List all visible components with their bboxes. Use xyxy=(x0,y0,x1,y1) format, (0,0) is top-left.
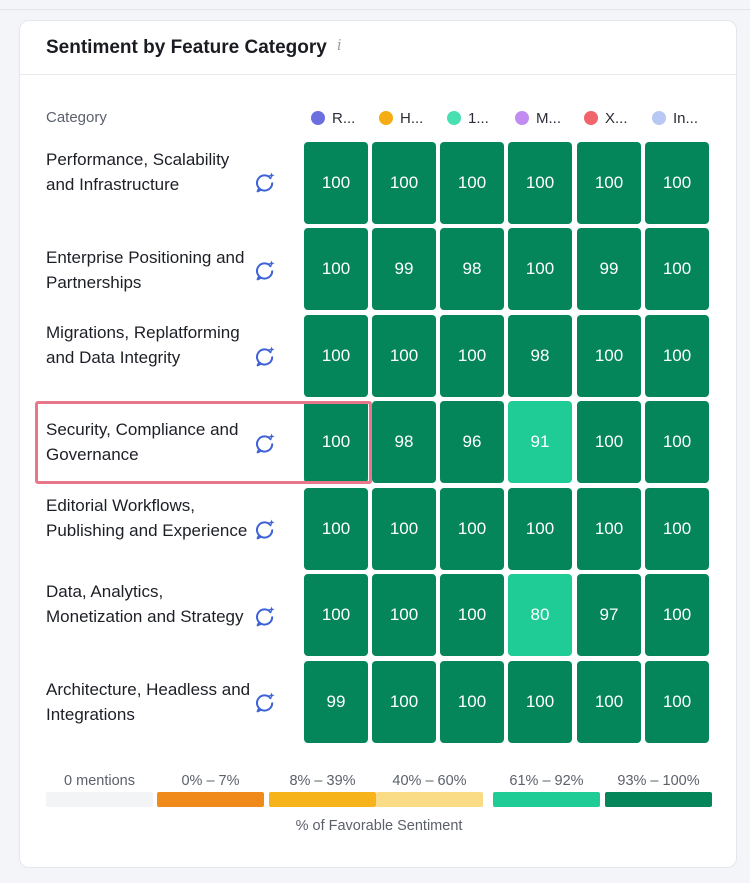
heatmap-cell[interactable]: 100 xyxy=(577,401,641,483)
product-label: H... xyxy=(400,109,424,127)
heatmap-cell[interactable]: 100 xyxy=(508,661,572,743)
heatmap-cell[interactable]: 97 xyxy=(577,574,641,656)
heatmap-cell[interactable]: 100 xyxy=(508,228,572,310)
heatmap-cell[interactable]: 100 xyxy=(304,142,368,224)
heatmap-cell[interactable]: 100 xyxy=(304,401,368,483)
scale-bin-label: 40% – 60% xyxy=(392,773,467,789)
heatmap-cell[interactable]: 100 xyxy=(440,574,504,656)
scale-axis-title: % of Favorable Sentiment xyxy=(295,818,463,834)
category-label: Editorial Workflows, Publishing and Expe… xyxy=(46,496,248,540)
heatmap-cell[interactable]: 99 xyxy=(304,661,368,743)
heatmap-cell[interactable]: 96 xyxy=(440,401,504,483)
category-label: Data, Analytics, Monetization and Strate… xyxy=(46,582,244,626)
sentiment-card: Sentiment by Feature Category i Category… xyxy=(19,20,737,868)
ai-sparkle-chat-icon[interactable] xyxy=(253,690,277,714)
heatmap-cell[interactable]: 100 xyxy=(372,315,436,397)
product-column-header[interactable]: 1... xyxy=(447,108,489,128)
category-label: Performance, Scalability and Infrastruct… xyxy=(46,150,230,194)
heatmap-cell[interactable]: 98 xyxy=(372,401,436,483)
heatmap-cell[interactable]: 100 xyxy=(440,315,504,397)
heatmap-cell[interactable]: 100 xyxy=(645,661,709,743)
scale-bin-label: 0% – 7% xyxy=(181,773,240,789)
product-color-dot xyxy=(652,111,666,125)
scale-bin-label: 8% – 39% xyxy=(289,773,356,789)
heatmap-cell[interactable]: 100 xyxy=(645,228,709,310)
product-color-dot xyxy=(379,111,393,125)
heatmap-cell[interactable]: 100 xyxy=(304,488,368,570)
product-column-header[interactable]: In... xyxy=(652,108,698,128)
scale-bin-swatch xyxy=(493,792,600,807)
heatmap-cell[interactable]: 100 xyxy=(645,142,709,224)
heatmap-cell[interactable]: 99 xyxy=(577,228,641,310)
scale-bin-label: 93% – 100% xyxy=(617,773,700,789)
scale-bin-swatch xyxy=(46,792,153,807)
info-icon[interactable]: i xyxy=(336,35,342,54)
heatmap-cell[interactable]: 100 xyxy=(577,661,641,743)
heatmap-cell[interactable]: 100 xyxy=(577,315,641,397)
heatmap-cell[interactable]: 100 xyxy=(440,661,504,743)
heatmap-cell[interactable]: 100 xyxy=(645,401,709,483)
top-strip xyxy=(0,0,750,10)
product-column-header[interactable]: H... xyxy=(379,108,423,128)
heatmap-cell[interactable]: 100 xyxy=(645,488,709,570)
heatmap-cell[interactable]: 98 xyxy=(440,228,504,310)
heatmap-cell[interactable]: 91 xyxy=(508,401,572,483)
heatmap-cell[interactable]: 100 xyxy=(304,574,368,656)
heatmap-cell[interactable]: 100 xyxy=(645,315,709,397)
product-label: R... xyxy=(332,109,356,127)
ai-sparkle-chat-icon[interactable] xyxy=(253,431,277,455)
scale-bin-swatch xyxy=(376,792,483,807)
product-column-header[interactable]: M... xyxy=(515,108,561,128)
heatmap-cell[interactable]: 100 xyxy=(440,142,504,224)
product-color-dot xyxy=(311,111,325,125)
product-color-dot xyxy=(584,111,598,125)
heatmap-cell[interactable]: 100 xyxy=(440,488,504,570)
scale-bin-label: 0 mentions xyxy=(64,773,135,789)
ai-sparkle-chat-icon[interactable] xyxy=(253,604,277,628)
ai-sparkle-chat-icon[interactable] xyxy=(253,344,277,368)
heatmap-cell[interactable]: 100 xyxy=(372,488,436,570)
product-color-dot xyxy=(515,111,529,125)
heatmap-cell[interactable]: 100 xyxy=(372,574,436,656)
category-label: Migrations, Replatforming and Data Integ… xyxy=(46,323,240,367)
scale-bin-swatch xyxy=(157,792,264,807)
heatmap-cell[interactable]: 100 xyxy=(577,142,641,224)
card-header: Sentiment by Feature Category i xyxy=(20,21,736,75)
heatmap-cell[interactable]: 100 xyxy=(645,574,709,656)
product-label: In... xyxy=(673,109,699,127)
scale-bin-swatch xyxy=(269,792,376,807)
product-label: 1... xyxy=(468,109,489,127)
heatmap-cell[interactable]: 80 xyxy=(508,574,572,656)
heatmap-cell[interactable]: 100 xyxy=(304,315,368,397)
category-label: Enterprise Positioning and Partnerships xyxy=(46,248,245,292)
card-title: Sentiment by Feature Category xyxy=(46,36,327,58)
category-label: Security, Compliance and Governance xyxy=(46,420,239,464)
heatmap-cell[interactable]: 100 xyxy=(577,488,641,570)
heatmap-cell[interactable]: 99 xyxy=(372,228,436,310)
product-column-header[interactable]: R... xyxy=(311,108,355,128)
heatmap-cell[interactable]: 100 xyxy=(508,488,572,570)
heatmap-cell[interactable]: 100 xyxy=(508,142,572,224)
product-label: X... xyxy=(605,109,628,127)
product-label: M... xyxy=(536,109,561,127)
ai-sparkle-chat-icon[interactable] xyxy=(253,170,277,194)
ai-sparkle-chat-icon[interactable] xyxy=(253,258,277,282)
heatmap-cell[interactable]: 100 xyxy=(304,228,368,310)
ai-sparkle-chat-icon[interactable] xyxy=(253,517,277,541)
category-column-header: Category xyxy=(46,109,107,126)
heatmap-cell[interactable]: 100 xyxy=(372,661,436,743)
category-label: Architecture, Headless and Integrations xyxy=(46,680,251,724)
scale-bin-swatch xyxy=(605,792,712,807)
scale-bin-label: 61% – 92% xyxy=(509,773,584,789)
heatmap-cell[interactable]: 100 xyxy=(372,142,436,224)
product-color-dot xyxy=(447,111,461,125)
heatmap-cell[interactable]: 98 xyxy=(508,315,572,397)
product-column-header[interactable]: X... xyxy=(584,108,628,128)
